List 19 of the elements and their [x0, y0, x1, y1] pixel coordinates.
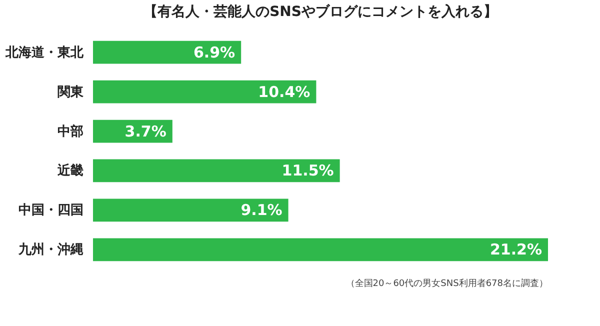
data-label: 10.4%	[258, 82, 310, 101]
chart-title: 【有名人・芸能人のSNSやブログにコメントを入れる】	[144, 3, 498, 20]
y-tick-label: 北海道・東北	[4, 45, 84, 60]
data-label: 9.1%	[240, 201, 282, 220]
text: （全国20～60代の男女SNS利用者678名に調査）	[346, 278, 548, 289]
bar	[93, 198, 288, 222]
data-label: 6.9%	[193, 43, 236, 62]
y-tick-label: 中部	[58, 123, 84, 140]
data-label: 21.2%	[490, 240, 542, 259]
bar	[93, 159, 340, 182]
y-tick-label: 九州・沖縄	[18, 242, 84, 258]
y-tick-label: 近畿	[56, 162, 84, 179]
y-tick-label: 関東	[58, 84, 84, 100]
data-label: 11.5%	[282, 162, 334, 180]
y-tick-label: 中国・四国	[18, 203, 84, 218]
bar	[93, 40, 242, 64]
data-label: 3.7%	[124, 122, 166, 140]
bar	[93, 238, 548, 262]
bar	[93, 80, 316, 104]
